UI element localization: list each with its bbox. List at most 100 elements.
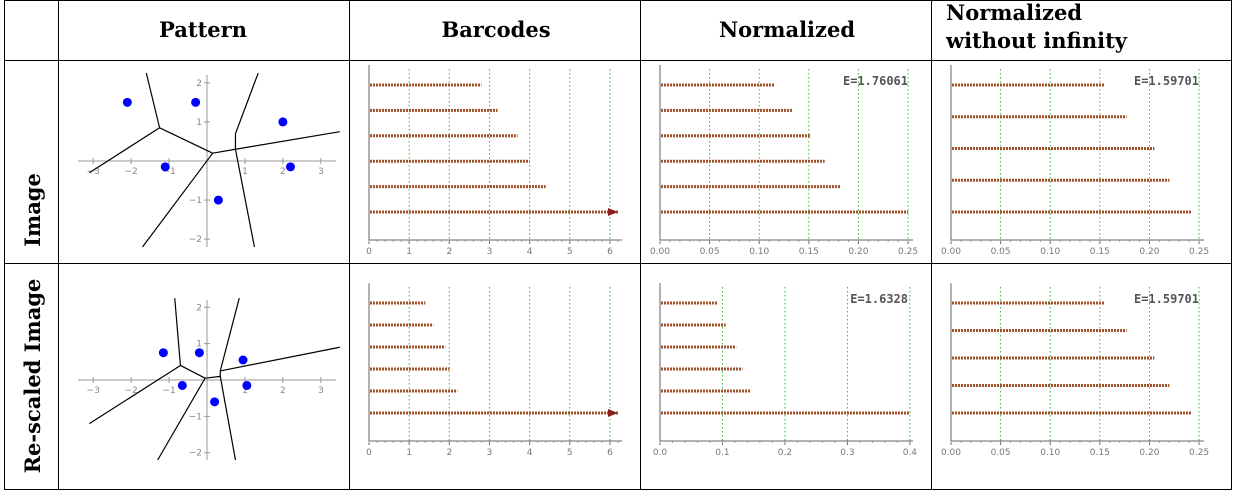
x-tick-label: 0.00 xyxy=(650,247,670,257)
x-tick-label: 4 xyxy=(527,247,533,257)
infinity-arrowhead xyxy=(607,409,618,417)
column-header-normalized-without-infinity-line2: without infinity xyxy=(945,28,1128,53)
x-tick-label: 2 xyxy=(280,386,286,396)
entropy-label: E=1.76061 xyxy=(843,74,908,88)
voronoi-edge xyxy=(157,377,206,461)
table-borders xyxy=(4,0,1232,490)
x-tick-label: 3 xyxy=(318,386,324,396)
voronoi-edge xyxy=(142,152,214,248)
data-point xyxy=(285,162,295,172)
data-point xyxy=(160,162,170,172)
y-tick-label: 2 xyxy=(196,303,202,313)
y-tick-label: 2 xyxy=(196,79,202,89)
x-tick-label: 0.05 xyxy=(991,448,1011,458)
x-tick-label: 0.15 xyxy=(799,247,819,257)
x-tick-label: 2 xyxy=(280,167,286,177)
data-point xyxy=(194,348,204,358)
row-header-image: Image xyxy=(20,173,45,247)
x-tick-label: −1 xyxy=(162,386,175,396)
y-tick-label: 1 xyxy=(196,118,202,128)
y-tick-label: −2 xyxy=(189,235,202,245)
voronoi-edge xyxy=(219,298,240,372)
x-tick-label: 0.25 xyxy=(898,247,918,257)
data-point xyxy=(177,380,187,390)
normalized-without-infinity-panel-image: 0.00 0.05 0.10 0.15 0.20 0.25 E=1.59701 xyxy=(941,65,1209,257)
voronoi-edge xyxy=(235,131,340,150)
x-tick-label: −3 xyxy=(87,386,100,396)
entropy-label: E=1.59701 xyxy=(1134,292,1199,306)
voronoi-edge xyxy=(219,376,237,461)
voronoi-edge xyxy=(212,148,236,154)
voronoi-edge xyxy=(220,346,340,372)
infinity-arrowhead xyxy=(607,208,618,216)
table-frame xyxy=(4,0,1232,490)
column-header-barcodes: Barcodes xyxy=(441,17,550,42)
x-tick-label: 0.10 xyxy=(1040,247,1060,257)
x-tick-label: 0.15 xyxy=(1090,247,1110,257)
data-point xyxy=(238,355,248,365)
voronoi-edge xyxy=(174,298,182,366)
voronoi-edge xyxy=(159,127,213,154)
x-tick-label: 1 xyxy=(406,448,412,458)
normalized-panel-rescaled: 0.0 0.1 0.2 0.3 0.4 E=1.6328 xyxy=(653,283,917,458)
x-tick-label: −3 xyxy=(87,167,100,177)
x-tick-label: 3 xyxy=(487,247,493,257)
normalized-panel-image: 0.00 0.05 0.10 0.15 0.20 0.25 E=1.76061 xyxy=(650,65,918,257)
x-tick-label: 0.00 xyxy=(941,448,961,458)
x-tick-label: 5 xyxy=(567,448,573,458)
voronoi-edges xyxy=(89,72,340,248)
column-header-pattern: Pattern xyxy=(159,17,247,42)
x-tick-label: 0.15 xyxy=(1090,448,1110,458)
x-tick-label: −2 xyxy=(124,167,137,177)
voronoi-edge xyxy=(145,72,161,128)
x-tick-label: 6 xyxy=(607,448,613,458)
x-tick-label: −2 xyxy=(124,386,137,396)
data-point xyxy=(278,117,288,127)
x-tick-label: 3 xyxy=(318,167,324,177)
column-header-normalized-without-infinity-line1: Normalized xyxy=(946,0,1082,25)
x-tick-label: 0.1 xyxy=(715,448,729,458)
x-tick-label: 2 xyxy=(446,247,452,257)
voronoi-edge xyxy=(180,364,206,379)
row-header-rescaled-image: Re-scaled Image xyxy=(20,279,45,474)
x-tick-label: 0.00 xyxy=(941,247,961,257)
data-point xyxy=(122,97,132,107)
entropy-label: E=1.59701 xyxy=(1134,74,1199,88)
voronoi-edges xyxy=(89,298,340,461)
x-tick-label: 0.10 xyxy=(1040,448,1060,458)
x-tick-label: 0.05 xyxy=(700,247,720,257)
normalized-without-infinity-panel-rescaled: 0.00 0.05 0.10 0.15 0.20 0.25 E=1.59701 xyxy=(941,283,1209,458)
pattern-panel-rescaled: −3 −2 −1 1 2 3 2 1 −1 −2 xyxy=(78,298,340,461)
y-tick-label: −1 xyxy=(189,196,202,206)
x-tick-label: 0.3 xyxy=(840,448,854,458)
voronoi-edge xyxy=(234,72,259,134)
x-tick-label: −1 xyxy=(162,167,175,177)
y-tick-label: −2 xyxy=(189,449,202,459)
barcodes-panel-rescaled: 0 1 2 3 4 5 6 xyxy=(366,283,622,458)
x-tick-label: 0.25 xyxy=(1189,247,1209,257)
x-tick-label: 5 xyxy=(567,247,573,257)
x-tick-label: 1 xyxy=(242,167,248,177)
voronoi-edge xyxy=(234,149,256,248)
x-tick-label: 4 xyxy=(527,448,533,458)
data-point xyxy=(210,397,220,407)
x-tick-label: 6 xyxy=(607,247,613,257)
x-tick-label: 0.05 xyxy=(991,247,1011,257)
x-tick-label: 3 xyxy=(487,448,493,458)
x-tick-label: 1 xyxy=(242,386,248,396)
x-tick-label: 1 xyxy=(406,247,412,257)
data-point xyxy=(213,195,223,205)
voronoi-edge xyxy=(205,375,221,379)
x-tick-label: 0 xyxy=(366,247,372,257)
entropy-label: E=1.6328 xyxy=(850,292,908,306)
x-tick-label: 0.25 xyxy=(1189,448,1209,458)
x-tick-label: 0.10 xyxy=(749,247,769,257)
x-tick-label: 0.20 xyxy=(1139,448,1159,458)
voronoi-edge xyxy=(89,364,181,425)
x-tick-label: 0.2 xyxy=(778,448,792,458)
column-header-normalized: Normalized xyxy=(719,17,855,42)
data-point xyxy=(191,97,201,107)
x-tick-label: 0.4 xyxy=(903,448,918,458)
x-tick-label: 0.20 xyxy=(1139,247,1159,257)
